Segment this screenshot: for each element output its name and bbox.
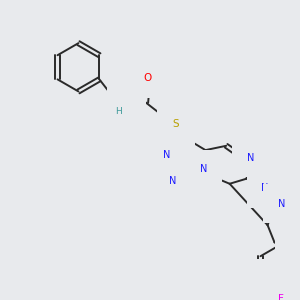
Text: N: N [163, 150, 170, 160]
Text: N: N [200, 164, 207, 174]
Text: H: H [115, 107, 122, 116]
Text: N: N [123, 98, 131, 109]
Text: S: S [173, 119, 179, 129]
Text: N: N [247, 153, 254, 163]
Text: O: O [144, 73, 152, 82]
Text: N: N [261, 183, 269, 193]
Text: N: N [278, 199, 285, 208]
Text: N: N [169, 176, 176, 186]
Text: F: F [278, 294, 284, 300]
